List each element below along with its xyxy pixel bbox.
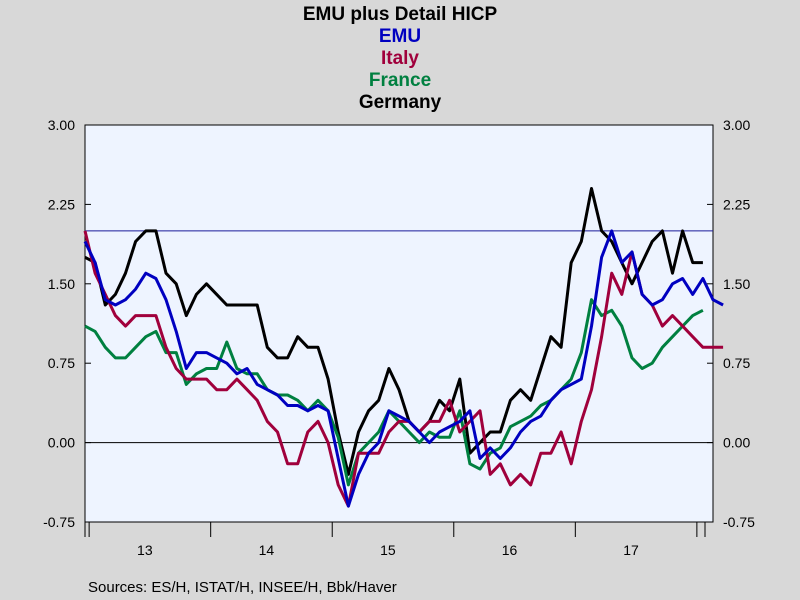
y-tick-label-left: 0.00 <box>48 435 75 451</box>
x-tick-label: 16 <box>502 542 518 558</box>
reference-lines <box>85 230 713 444</box>
legend-label-italy: Italy <box>381 48 419 69</box>
y-tick-label-right: 2.25 <box>723 196 750 212</box>
x-tick-label: 15 <box>380 542 396 558</box>
legend-label-emu: EMU <box>379 26 421 47</box>
series-lines <box>83 187 724 508</box>
y-tick-label-right: 3.00 <box>723 117 750 133</box>
y-tick-label-left: 3.00 <box>48 117 75 133</box>
series-line-emu <box>83 229 724 508</box>
x-tick-label: 17 <box>623 542 639 558</box>
legend-label-germany: Germany <box>359 92 442 113</box>
y-tick-label-left: 2.25 <box>48 196 75 212</box>
y-tick-label-right: -0.75 <box>723 514 755 530</box>
y-axis-right: 3.00 2.25 1.50 0.75 0.00 -0.75 <box>707 117 755 530</box>
chart-title: EMU plus Detail HICP <box>303 4 498 25</box>
legend-label-france: France <box>369 70 431 91</box>
source-note: Sources: ES/H, ISTAT/H, INSEE/H, Bbk/Hav… <box>88 579 397 596</box>
x-tick-label: 13 <box>137 542 153 558</box>
y-tick-label-right: 0.75 <box>723 355 750 371</box>
series-line-italy <box>83 230 724 508</box>
y-tick-label-left: 0.75 <box>48 355 75 371</box>
y-tick-label-right: 1.50 <box>723 276 750 292</box>
plot-area <box>84 124 714 523</box>
y-tick-label-left: 1.50 <box>48 276 75 292</box>
y-axis-left: 3.00 2.25 1.50 0.75 0.00 -0.75 <box>43 117 91 530</box>
x-axis: 13 14 15 16 17 <box>84 522 706 558</box>
y-tick-label-left: -0.75 <box>43 514 75 530</box>
x-tick-label: 14 <box>259 542 275 558</box>
series-line-germany <box>84 187 703 476</box>
series-line-france <box>84 298 704 487</box>
y-tick-label-right: 0.00 <box>723 435 750 451</box>
